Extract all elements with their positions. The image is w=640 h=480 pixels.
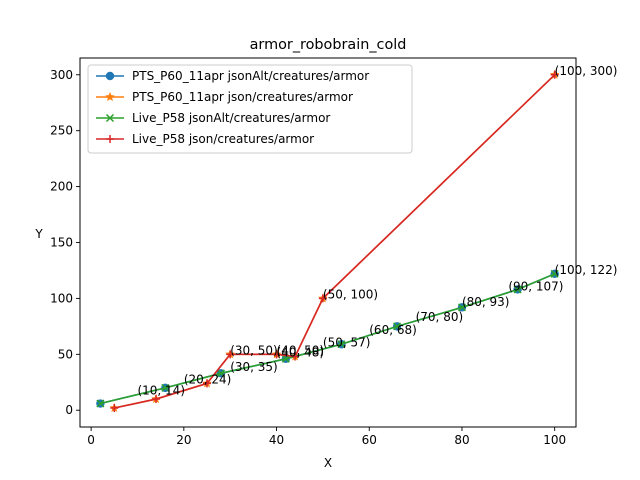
data-point [226,350,235,359]
data-point [513,285,522,294]
y-tick-label: 300 [50,68,73,82]
legend-marker [105,71,115,81]
legend-label: Live_P58 json/creatures/armor [132,132,314,146]
data-label: (50, 100) [323,287,378,301]
data-point [337,340,346,349]
data-point [291,352,300,361]
legend-label: PTS_P60_11apr json/creatures/armor [132,90,353,104]
data-point [110,403,119,412]
data-point [318,294,327,303]
data-point [457,303,466,312]
data-point [550,269,559,278]
plot-area: (10, 14)(20, 24)(30, 35) (30, 50)(40, 50)… [96,64,618,413]
data-point [393,322,402,331]
data-point [96,399,105,408]
legend-label: PTS_P60_11apr jsonAlt/creatures/armor [132,69,369,83]
y-tick-label: 150 [50,236,73,250]
x-tick-label: 80 [454,433,469,447]
x-axis-label: X [324,456,332,470]
y-tick-label: 0 [65,403,73,417]
data-label: (30, 35) [230,360,278,374]
legend-marker [105,113,115,123]
x-tick-label: 40 [269,433,284,447]
data-label: (80, 93) [462,295,510,309]
series-line [114,74,556,409]
data-point [203,379,212,388]
axes: 0 20 40 60 80 100 0 50 100 150 200 250 300 [50,68,566,447]
y-tick-label: 100 [50,291,73,305]
data-label: (20, 24) [184,372,232,386]
legend-marker [106,135,114,143]
data-point [216,369,225,378]
data-label: (40, 50) [277,343,325,357]
x-tick-label: 60 [362,433,377,447]
legend-box [87,64,413,154]
y-tick-label: 50 [58,347,73,361]
y-tick-label: 250 [50,124,73,138]
x-tick-label: 100 [543,433,566,447]
data-point [550,70,559,79]
data-label: (100, 300) [555,64,618,78]
chart-title: armor_robobrain_cold [250,37,407,53]
y-axis-label: Y [34,227,43,241]
data-label: (100, 122) [555,263,618,277]
x-tick-label: 0 [87,433,95,447]
data-point [161,383,170,392]
data-label: (90, 107) [508,280,563,294]
data-label: (70, 80) [416,310,464,324]
data-point [272,350,281,359]
data-label: (60, 68) [369,323,417,337]
data-label: (30, 50) [230,343,278,357]
data-label: (40, 48) [277,346,325,360]
legend: PTS_P60_11apr jsonAlt/creatures/armor PTS… [87,64,413,154]
legend-label: Live_P58 jsonAlt/creatures/armor [132,111,330,125]
legend-marker [105,92,115,102]
x-tick-label: 20 [176,433,191,447]
y-tick-label: 200 [50,180,73,194]
data-point [152,395,161,404]
data-label: (10, 14) [137,384,185,398]
data-label: (50, 57) [323,335,371,349]
